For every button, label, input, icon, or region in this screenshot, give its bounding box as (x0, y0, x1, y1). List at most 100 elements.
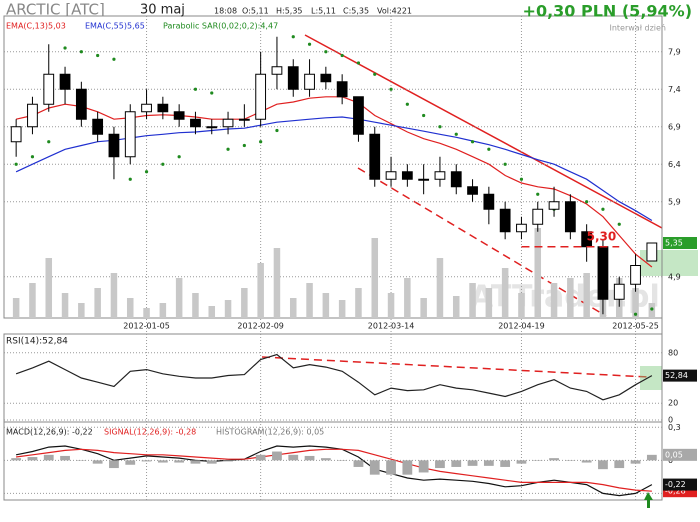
histogram-bar (467, 460, 478, 466)
volume-bar (583, 273, 590, 318)
sar-dot (585, 200, 589, 204)
y-tick-label: 7,9 (668, 47, 681, 56)
histogram-bar (223, 460, 233, 462)
sar-dot (324, 50, 328, 54)
histogram-bar (11, 458, 22, 461)
volume-bar (485, 288, 493, 318)
quote-time: 18:08 (214, 7, 237, 16)
series-line (15, 96, 653, 268)
legend-ema13: EMA(C,13)5,03 (6, 22, 66, 31)
volume-bar (436, 258, 444, 318)
candle-body (108, 133, 120, 158)
sar-dot (63, 46, 67, 50)
histogram-bar (435, 460, 445, 469)
volume-bar (567, 278, 574, 318)
volume-bar (192, 293, 199, 318)
sar-dot (519, 177, 524, 181)
x-tick-label: 2012-02-09 (237, 322, 284, 331)
histogram-bar (483, 460, 494, 466)
sar-dot (536, 192, 540, 196)
histogram-bar (27, 457, 38, 461)
histogram-bar (157, 460, 168, 463)
trend-line-dashed (357, 167, 607, 317)
legend-sar: Parabolic SAR(0,02;0,2):4,47 (163, 22, 278, 31)
histogram-bar (418, 460, 429, 473)
quote-close: C:5,35 (343, 7, 369, 16)
candle-body (418, 178, 430, 181)
level-label: 5,30 (587, 229, 617, 243)
sar-dot (79, 50, 83, 54)
rsi-title: RSI(14):52,84 (6, 337, 68, 347)
title: ARCTIC [ATC] (6, 1, 105, 19)
legend-signal: SIGNAL(12,26,9): -0,28 (104, 428, 196, 437)
value-marker-label: 0,05 (665, 450, 683, 459)
candle-body (320, 73, 332, 83)
volume-bar (45, 258, 53, 318)
date: 30 maj (140, 3, 185, 18)
sar-dot (307, 42, 312, 46)
sar-dot (30, 155, 35, 159)
candle-body (630, 265, 641, 285)
histogram-bar (500, 460, 511, 467)
value-marker-label: -0,22 (665, 480, 686, 489)
volume-bar (452, 296, 460, 318)
candle-body (92, 118, 104, 135)
series-line (15, 353, 653, 401)
volume-bar (273, 248, 281, 318)
value-marker (663, 369, 697, 382)
legend-histogram: HISTOGRAM(12,26,9): 0,05 (216, 428, 324, 437)
value-marker-label: 5,35 (665, 239, 683, 248)
volume-bar (175, 278, 183, 318)
candle-body (10, 126, 22, 143)
histogram-bar (516, 460, 527, 464)
series-line (16, 448, 652, 492)
histogram-bar (402, 460, 413, 475)
quote-open: O:5,11 (242, 7, 269, 16)
sar-dot (617, 222, 621, 226)
volume-bar (12, 298, 20, 318)
watermark: ATTrader.pl (470, 280, 660, 315)
sar-dot (356, 61, 361, 65)
volume-bar (126, 298, 134, 318)
candle-body (401, 171, 413, 180)
candle-body (646, 242, 658, 262)
candle-body (206, 126, 218, 129)
sar-dot (242, 143, 246, 148)
volume-bar (355, 288, 362, 318)
sar-dot (177, 155, 181, 159)
volume-bar (632, 288, 639, 318)
value-marker (663, 478, 697, 491)
candle-body (467, 186, 478, 195)
candle-body (483, 193, 495, 210)
candle-body (271, 66, 283, 75)
histogram-bar (288, 454, 299, 461)
value-marker-label: 52,84 (665, 371, 688, 380)
candle-body (59, 73, 71, 90)
sar-dot (275, 128, 279, 133)
histogram-bar (141, 460, 152, 462)
price-change: +0,30 PLN (5,94%) (523, 2, 692, 21)
volume-bar (78, 303, 85, 318)
trend-line (304, 34, 663, 229)
candle-body (173, 111, 185, 120)
candle-body (27, 103, 38, 128)
y-tick-label: 80 (668, 348, 678, 357)
interval: Interwał dzień (609, 24, 666, 33)
x-tick-label: 2012-01-05 (123, 322, 170, 331)
volume-bar (94, 288, 101, 318)
y-tick-label: 0 (668, 416, 673, 425)
histogram-bar (255, 454, 266, 461)
histogram-bar (109, 460, 119, 469)
series-line (15, 445, 653, 497)
sar-dot (259, 140, 263, 144)
histogram-bar (174, 460, 185, 463)
sar-dot (161, 162, 165, 166)
histogram-bar (581, 460, 592, 463)
volume-bar (208, 306, 216, 318)
volume-bar (159, 303, 167, 318)
volume-bar (387, 293, 395, 318)
volume-bar (289, 298, 297, 318)
candle-body (353, 96, 364, 135)
volume-bar (338, 300, 346, 318)
